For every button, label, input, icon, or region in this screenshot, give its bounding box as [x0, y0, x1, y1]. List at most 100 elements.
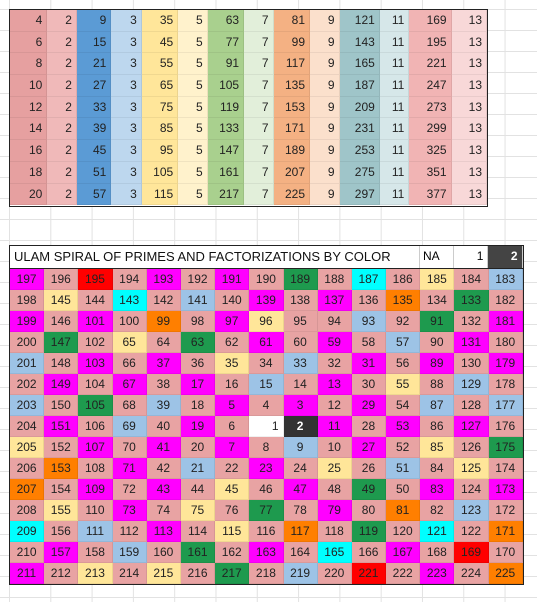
ulam-cell[interactable]: 85: [420, 437, 455, 458]
ulam-cell[interactable]: 179: [488, 353, 523, 374]
factor-cell[interactable]: 3: [111, 75, 142, 97]
ulam-cell[interactable]: 218: [249, 563, 284, 584]
factor-cell[interactable]: 147: [207, 140, 245, 162]
factor-cell[interactable]: 115: [141, 183, 179, 206]
ulam-cell[interactable]: 217: [215, 563, 250, 584]
factor-cell[interactable]: 77: [207, 31, 245, 54]
ulam-cell[interactable]: 225: [488, 563, 523, 584]
factor-cell[interactable]: 10: [10, 75, 48, 97]
factor-cell[interactable]: 27: [76, 75, 112, 97]
ulam-cell[interactable]: 88: [420, 374, 455, 395]
ulam-cell[interactable]: 48: [317, 479, 352, 500]
factor-cell[interactable]: 207: [273, 161, 310, 184]
ulam-cell[interactable]: 140: [215, 290, 250, 311]
ulam-cell[interactable]: 177: [488, 395, 523, 416]
ulam-cell[interactable]: 190: [249, 269, 284, 290]
factor-cell[interactable]: 13: [451, 53, 488, 76]
ulam-cell[interactable]: 129: [454, 374, 489, 395]
ulam-cell[interactable]: 102: [78, 332, 113, 353]
factor-cell[interactable]: 9: [76, 10, 112, 32]
ulam-cell[interactable]: 39: [146, 395, 181, 416]
factor-cell[interactable]: 189: [273, 140, 310, 162]
ulam-cell[interactable]: 204: [10, 416, 45, 437]
factor-cell[interactable]: 5: [178, 31, 208, 54]
ulam-cell[interactable]: 36: [180, 353, 216, 374]
ulam-cell[interactable]: 160: [146, 542, 181, 563]
factor-cell[interactable]: 5: [178, 161, 208, 184]
factor-cell[interactable]: 3: [111, 31, 142, 54]
factor-cell[interactable]: 225: [273, 183, 310, 206]
ulam-cell[interactable]: 157: [44, 542, 79, 563]
factor-cell[interactable]: 195: [409, 31, 452, 54]
ulam-cell[interactable]: 174: [488, 458, 523, 479]
ulam-cell[interactable]: 120: [386, 521, 421, 542]
ulam-cell[interactable]: 3: [283, 395, 318, 416]
ulam-cell[interactable]: 35: [215, 353, 250, 374]
ulam-cell[interactable]: 24: [283, 458, 318, 479]
factor-cell[interactable]: 8: [10, 53, 48, 76]
factor-cell[interactable]: 9: [310, 96, 340, 119]
ulam-cell[interactable]: 43: [146, 479, 181, 500]
factor-cell[interactable]: 153: [273, 96, 310, 119]
ulam-cell[interactable]: 81: [386, 500, 421, 521]
ulam-cell[interactable]: 149: [44, 374, 79, 395]
ulam-cell[interactable]: 83: [420, 479, 455, 500]
ulam-cell[interactable]: 18: [180, 395, 216, 416]
ulam-cell[interactable]: 105: [78, 395, 113, 416]
factor-cell[interactable]: 299: [409, 118, 452, 141]
ulam-cell[interactable]: 118: [317, 521, 352, 542]
factor-cell[interactable]: 11: [379, 53, 410, 76]
ulam-cell[interactable]: 34: [249, 353, 284, 374]
factor-cell[interactable]: 7: [244, 10, 274, 32]
ulam-cell[interactable]: 37: [146, 353, 181, 374]
ulam-cell[interactable]: 132: [454, 311, 489, 332]
factor-cell[interactable]: 2: [47, 140, 77, 162]
ulam-cell[interactable]: 53: [386, 416, 421, 437]
ulam-cell[interactable]: 15: [249, 374, 284, 395]
factor-cell[interactable]: 20: [10, 183, 48, 206]
ulam-cell[interactable]: 153: [44, 458, 79, 479]
factor-cell[interactable]: 221: [409, 53, 452, 76]
factor-cell[interactable]: 9: [310, 31, 340, 54]
factor-cell[interactable]: 45: [141, 31, 179, 54]
factor-cell[interactable]: 75: [141, 96, 179, 119]
ulam-cell[interactable]: 114: [180, 521, 216, 542]
factor-cell[interactable]: 21: [76, 53, 112, 76]
factor-cell[interactable]: 9: [310, 53, 340, 76]
ulam-cell[interactable]: 185: [420, 269, 455, 290]
ulam-cell[interactable]: 10: [317, 437, 352, 458]
ulam-cell[interactable]: 148: [44, 353, 79, 374]
ulam-cell[interactable]: 67: [112, 374, 147, 395]
factor-cell[interactable]: 3: [111, 96, 142, 119]
ulam-cell[interactable]: 22: [215, 458, 250, 479]
ulam-cell[interactable]: 201: [10, 353, 45, 374]
factor-cell[interactable]: 5: [178, 10, 208, 32]
factor-cell[interactable]: 275: [339, 161, 380, 184]
factor-cell[interactable]: 9: [310, 161, 340, 184]
factor-cell[interactable]: 133: [207, 118, 245, 141]
ulam-cell[interactable]: 44: [180, 479, 216, 500]
factor-cell[interactable]: 16: [10, 140, 48, 162]
legend-one[interactable]: 1: [454, 246, 489, 268]
factor-cell[interactable]: 171: [273, 118, 310, 141]
ulam-cell[interactable]: 191: [215, 269, 250, 290]
factor-cell[interactable]: 2: [47, 118, 77, 141]
ulam-cell[interactable]: 4: [249, 395, 284, 416]
ulam-cell[interactable]: 56: [386, 353, 421, 374]
ulam-cell[interactable]: 103: [78, 353, 113, 374]
ulam-cell[interactable]: 139: [249, 290, 284, 311]
ulam-cell[interactable]: 182: [488, 290, 523, 311]
factor-cell[interactable]: 9: [310, 10, 340, 32]
ulam-cell[interactable]: 155: [44, 500, 79, 521]
ulam-cell[interactable]: 123: [454, 500, 489, 521]
factor-cell[interactable]: 13: [451, 140, 488, 162]
ulam-cell[interactable]: 198: [10, 290, 45, 311]
ulam-cell[interactable]: 80: [351, 500, 387, 521]
ulam-cell[interactable]: 145: [44, 290, 79, 311]
factor-cell[interactable]: 9: [310, 75, 340, 97]
factor-cell[interactable]: 7: [244, 75, 274, 97]
factor-cell[interactable]: 351: [409, 161, 452, 184]
ulam-cell[interactable]: 61: [249, 332, 284, 353]
ulam-cell[interactable]: 169: [454, 542, 489, 563]
ulam-cell[interactable]: 97: [215, 311, 250, 332]
